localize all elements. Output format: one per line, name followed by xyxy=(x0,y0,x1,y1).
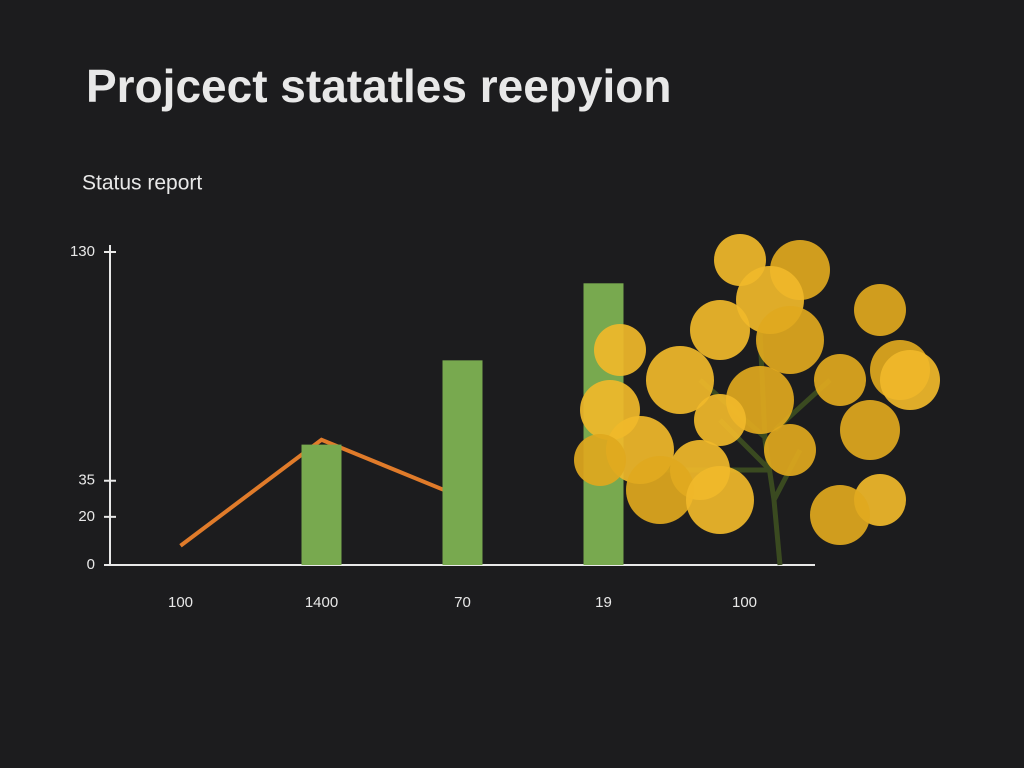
blossom xyxy=(814,354,866,406)
blossom xyxy=(756,306,824,374)
line xyxy=(179,437,464,548)
y-tick-label: 20 xyxy=(78,508,95,525)
x-tick-label: 100 xyxy=(168,594,193,611)
x-tick-label: 19 xyxy=(595,594,612,611)
x-tick-label: 100 xyxy=(732,594,757,611)
blossom xyxy=(764,424,816,476)
blossom xyxy=(686,466,754,534)
chart-title: Projcect statatles reepyion xyxy=(86,60,671,112)
blossom xyxy=(646,346,714,414)
blossom xyxy=(626,456,694,524)
blossom xyxy=(840,400,900,460)
blossom xyxy=(694,394,746,446)
blossom xyxy=(690,300,750,360)
y-tick-label: 35 xyxy=(78,472,95,489)
blossom xyxy=(880,350,940,410)
x-tick-label: 70 xyxy=(454,594,471,611)
y-tick-label: 0 xyxy=(87,556,95,573)
bar xyxy=(301,444,342,565)
blossom xyxy=(810,485,870,545)
blossom xyxy=(594,324,646,376)
blossom xyxy=(574,434,626,486)
x-tick-label: 1400 xyxy=(305,594,338,611)
blossom xyxy=(854,284,906,336)
y-tick-label: 130 xyxy=(70,243,95,260)
chart-subtitle: Status report xyxy=(82,172,202,195)
bar xyxy=(442,360,483,565)
tree-image xyxy=(574,234,940,566)
